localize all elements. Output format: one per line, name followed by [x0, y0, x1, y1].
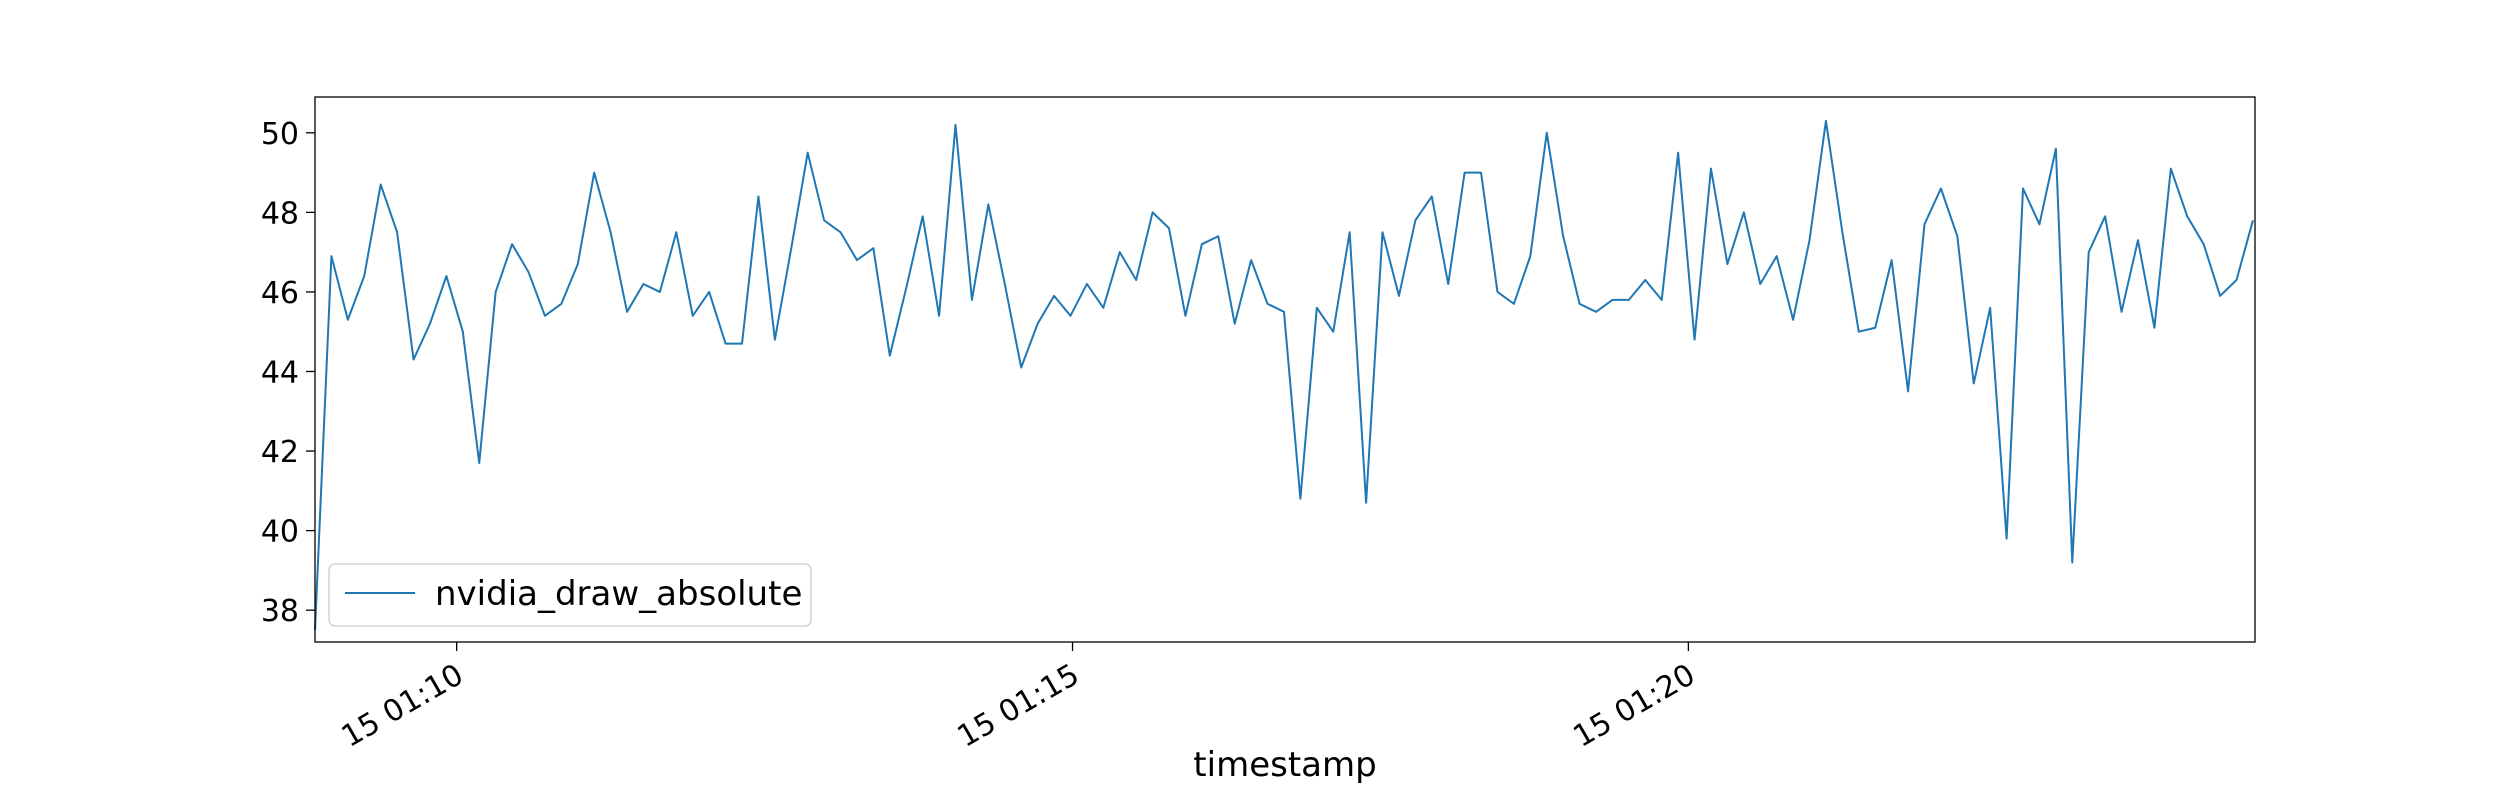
- x-tick-label: 15 01:10: [336, 657, 470, 754]
- y-tick-label: 44: [261, 355, 299, 390]
- y-tick-label: 40: [261, 515, 299, 550]
- y-tick-label: 42: [261, 435, 299, 470]
- y-axis: 38 40 42 44 46 48 50: [261, 117, 315, 629]
- y-tick-label: 38: [261, 594, 299, 629]
- plot-frame: [314, 96, 2256, 643]
- x-tick-label: 15 01:15: [952, 657, 1086, 754]
- legend-box: [328, 563, 812, 627]
- legend: nvidia_draw_absolute: [328, 563, 812, 627]
- y-tick-label: 46: [261, 276, 299, 311]
- series-line-nvidia_draw_absolute: [314, 119, 2254, 631]
- legend-label: nvidia_draw_absolute: [435, 574, 802, 614]
- x-axis: 15 01:10 15 01:15 15 01:20: [336, 642, 1701, 755]
- x-axis-title: timestamp: [1193, 745, 1376, 785]
- y-tick-label: 50: [261, 117, 299, 152]
- y-tick-label: 48: [261, 196, 299, 231]
- chart-marks: [314, 119, 2254, 631]
- x-tick-label: 15 01:20: [1567, 657, 1701, 754]
